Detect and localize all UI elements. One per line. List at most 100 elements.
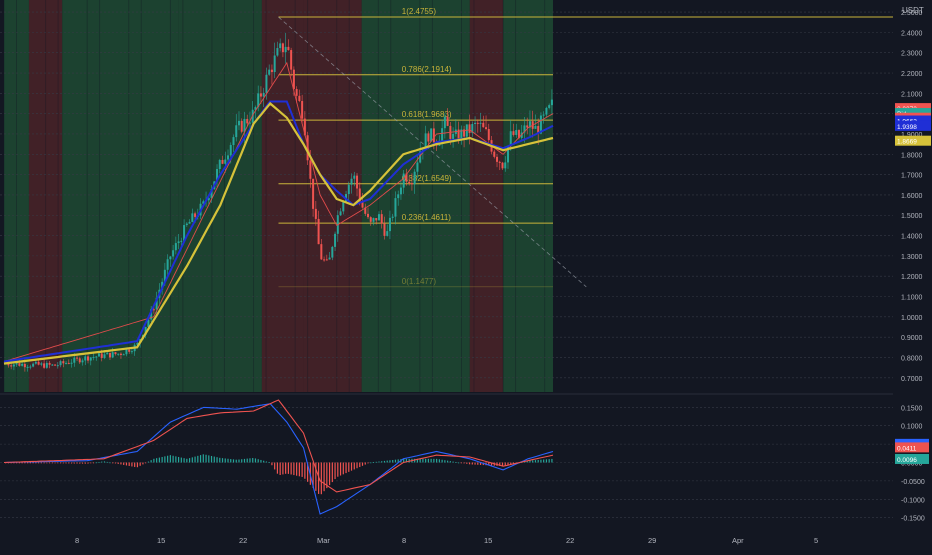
candle-body xyxy=(229,145,232,156)
macd-histogram-bar xyxy=(290,462,292,475)
macd-histogram-bar xyxy=(54,462,56,464)
macd-histogram-bar xyxy=(361,462,364,466)
macd-histogram-bar xyxy=(414,458,416,463)
candle-body xyxy=(194,213,197,217)
macd-histogram-bar xyxy=(109,462,111,464)
macd-histogram-bar xyxy=(98,461,100,463)
macd-histogram-bar xyxy=(145,462,147,464)
time-axis[interactable]: 8 15 22 Mar 8 15 22 29 Apr 5 xyxy=(75,536,818,545)
candle-body xyxy=(67,362,70,364)
macd-histogram-bar xyxy=(394,459,397,463)
macd-histogram-bar xyxy=(156,458,158,463)
candle-body xyxy=(339,211,342,216)
candle-body xyxy=(48,362,51,365)
candle-body xyxy=(353,175,356,179)
macd-histogram-bar xyxy=(252,457,254,463)
macd-histogram-bar xyxy=(84,462,86,464)
macd-histogram-bar xyxy=(117,462,119,464)
macd-histogram-bar xyxy=(551,458,553,463)
candle-body xyxy=(89,357,92,361)
candle-body xyxy=(246,118,249,124)
macd-histogram-bar xyxy=(194,456,196,463)
candle-body xyxy=(290,50,293,70)
macd-histogram-bar xyxy=(95,462,97,464)
candle-body xyxy=(550,99,553,106)
macd-histogram-bar xyxy=(76,462,78,464)
price-axis[interactable]: 0.7000 0.8000 0.9000 1.0000 1.1000 1.2000 1.30… xyxy=(895,10,931,383)
macd-histogram-bar xyxy=(134,462,136,467)
candle-body xyxy=(306,135,309,161)
candle-body xyxy=(424,133,427,150)
candle-body xyxy=(232,137,235,146)
macd-histogram-bar xyxy=(463,462,465,464)
macd-histogram-bar xyxy=(10,462,12,464)
candle-body xyxy=(328,257,331,260)
price-tick-label: 1.0000 xyxy=(901,315,923,322)
candle-body xyxy=(526,125,529,128)
price-tag: 1.9398 xyxy=(895,120,931,131)
candle-body xyxy=(147,319,150,327)
candle-body xyxy=(358,188,361,202)
candle-body xyxy=(369,217,372,222)
candle-body xyxy=(117,353,120,355)
candle-body xyxy=(163,269,166,282)
price-tag-text: 1.9398 xyxy=(897,124,917,131)
macd-histogram-bar xyxy=(416,458,419,463)
macd-histogram-bar xyxy=(279,462,281,475)
candle-body xyxy=(342,201,345,212)
macd-histogram-bar xyxy=(381,461,383,463)
candle-body xyxy=(430,128,433,142)
time-tick-label: Apr xyxy=(732,536,744,545)
macd-histogram-bar xyxy=(164,456,166,463)
candle-body xyxy=(468,124,471,133)
candle-body xyxy=(361,201,364,208)
candle-body xyxy=(273,55,276,73)
candle-body xyxy=(224,159,227,164)
macd-histogram-bar xyxy=(123,462,125,465)
candle-body xyxy=(243,118,246,132)
macd-histogram-bar xyxy=(403,458,405,463)
candle-body xyxy=(364,207,367,214)
background-band xyxy=(28,0,63,392)
candle-body xyxy=(202,201,205,204)
macd-histogram-bar xyxy=(370,462,372,464)
macd-histogram-bar xyxy=(537,459,539,463)
macd-histogram-bar xyxy=(447,460,449,463)
candle-body xyxy=(323,259,326,261)
macd-histogram-bar xyxy=(51,462,53,464)
price-tag-text: 1.8669 xyxy=(897,139,917,146)
macd-histogram-bar xyxy=(345,462,347,474)
candle-body xyxy=(383,223,386,236)
macd-histogram-bar xyxy=(296,462,298,476)
price-tick-label: 1.7000 xyxy=(901,173,923,180)
candle-body xyxy=(457,129,460,141)
time-tick-label: Mar xyxy=(317,536,330,545)
time-tick-label: 8 xyxy=(402,536,406,545)
macd-line xyxy=(3,399,554,493)
macd-histogram-bar xyxy=(405,458,408,463)
candle-body xyxy=(298,95,301,102)
macd-histogram-bar xyxy=(375,461,377,463)
candle-body xyxy=(509,131,512,147)
price-tick-label: 0.7000 xyxy=(901,376,923,383)
fibonacci-retracement[interactable]: 1(2.4755) 0.786(2.1914) 0.618(1.9683) 0.382… xyxy=(278,7,894,288)
macd-histogram-bar xyxy=(548,459,550,463)
macd-histogram-bar xyxy=(131,462,133,467)
candle-body xyxy=(270,69,273,73)
candle-body xyxy=(62,361,65,364)
macd-histogram-bar xyxy=(13,462,15,464)
macd-histogram-bar xyxy=(29,462,31,464)
macd-tag-bg xyxy=(895,453,929,464)
macd-histogram-bar xyxy=(32,462,34,464)
macd-tick-label: 0.0000 xyxy=(901,461,923,468)
macd-histogram-bar xyxy=(488,462,490,466)
candle-body xyxy=(122,354,125,356)
macd-axis[interactable]: 0.15000.10000.05000.0000-0.0500-0.1000-0… xyxy=(895,405,929,523)
macd-tick-label: 0.1500 xyxy=(901,405,923,412)
macd-histogram-bar xyxy=(202,454,204,463)
macd-histogram-bar xyxy=(378,461,380,463)
macd-histogram-bar xyxy=(257,459,259,463)
candle-body xyxy=(485,127,488,130)
